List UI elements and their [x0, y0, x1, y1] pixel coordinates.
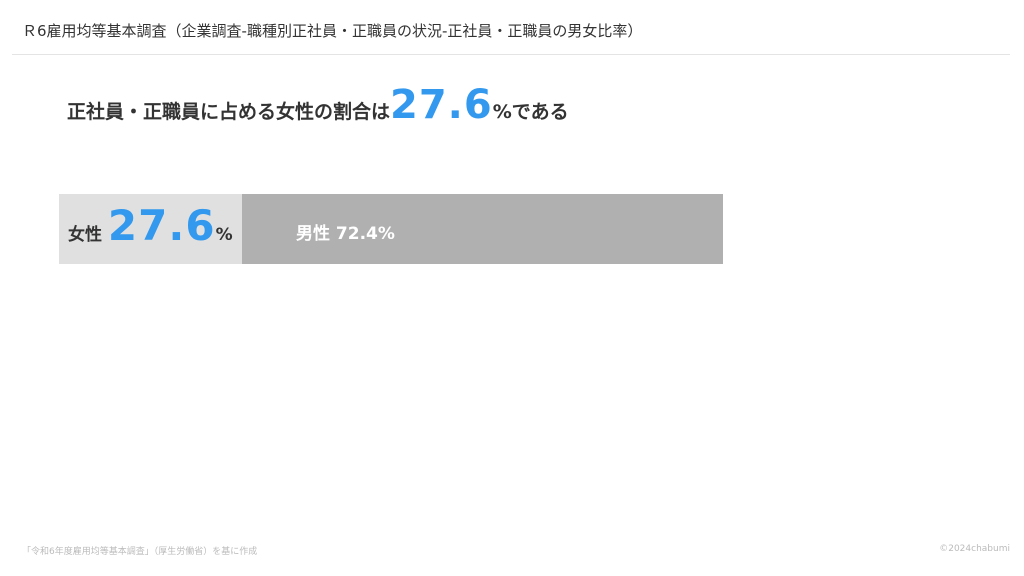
- headline-prefix: 正社員・正職員に占める女性の割合は: [67, 101, 391, 123]
- divider: [12, 54, 1010, 55]
- bar-segment-men: [242, 194, 723, 264]
- headline: 正社員・正職員に占める女性の割合は27.6%である: [67, 82, 569, 128]
- headline-suffix: %である: [492, 101, 569, 123]
- women-label: 女性 27.6%: [68, 201, 233, 250]
- stacked-bar: [59, 194, 723, 264]
- bar-segment-women: [59, 194, 243, 264]
- page-title: Ｒ6雇用均等基本調査（企業調査-職種別正社員・正職員の状況-正社員・正職員の男女…: [22, 22, 643, 40]
- women-value: 27.6: [107, 201, 216, 250]
- headline-value: 27.6: [390, 82, 493, 128]
- copyright: ©2024chabumi: [939, 544, 1010, 554]
- men-label: 男性 72.4%: [296, 224, 395, 244]
- women-unit: %: [215, 225, 233, 245]
- source-note: 「令和6年度雇用均等基本調査」（厚生労働省）を基に作成: [22, 547, 258, 557]
- women-name: 女性: [68, 225, 102, 245]
